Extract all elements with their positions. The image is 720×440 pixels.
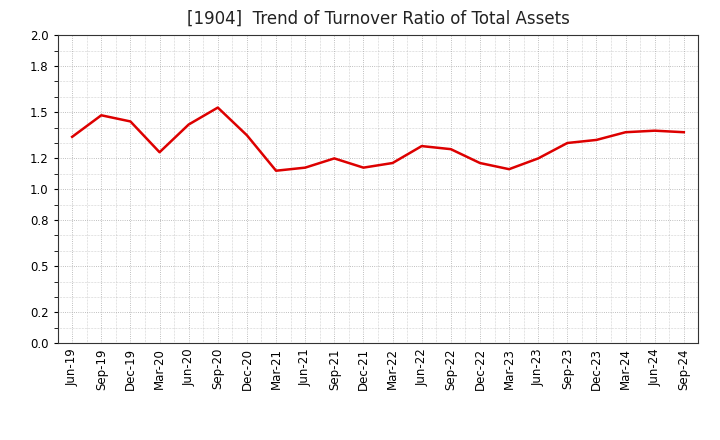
Title: [1904]  Trend of Turnover Ratio of Total Assets: [1904] Trend of Turnover Ratio of Total … — [186, 10, 570, 28]
